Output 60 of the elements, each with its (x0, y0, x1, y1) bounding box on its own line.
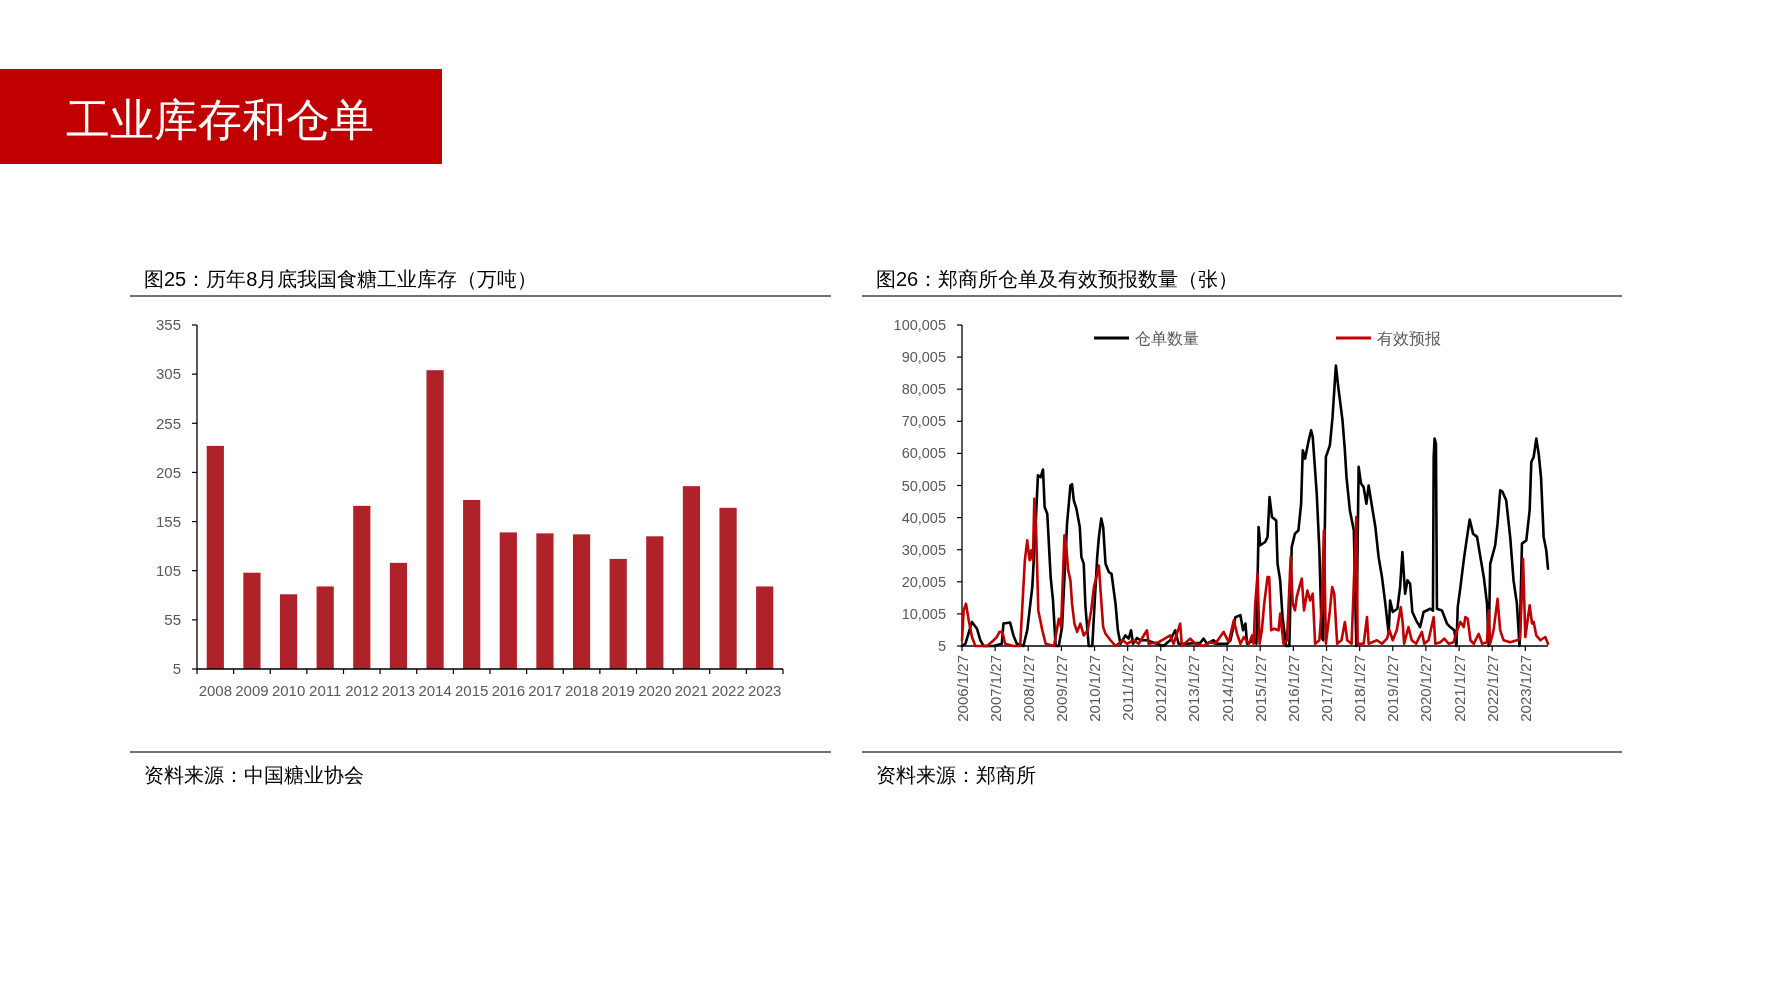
x-tick-label: 2008/1/27 (1019, 655, 1037, 722)
y-tick-label: 40,005 (901, 509, 946, 526)
x-tick-label: 2008 (198, 682, 232, 699)
x-tick-label: 2015/1/27 (1251, 655, 1269, 722)
y-tick-label: 305 (155, 365, 181, 383)
x-tick-label: 2009/1/27 (1052, 655, 1070, 722)
x-tick-label: 2011 (309, 682, 342, 699)
x-tick-label: 2014/1/27 (1218, 655, 1236, 722)
x-tick-label: 2021 (674, 682, 709, 699)
y-tick-label: 30,005 (901, 541, 946, 558)
legend-label: 仓单数量 (1135, 329, 1199, 347)
y-tick-label: 105 (155, 561, 181, 579)
y-tick-label: 355 (155, 316, 181, 334)
x-tick-label: 2022/1/27 (1483, 655, 1501, 722)
x-tick-label: 2012 (345, 682, 379, 699)
y-tick-label: 205 (155, 463, 181, 481)
x-tick-label: 2010/1/27 (1086, 655, 1104, 722)
legend-label: 有效预报 (1377, 329, 1441, 347)
x-tick-label: 2013 (381, 682, 416, 699)
x-tick-label: 2012/1/27 (1152, 655, 1170, 722)
x-tick-label: 2023 (748, 682, 782, 699)
x-tick-label: 2020 (638, 682, 672, 699)
y-tick-label: 5 (937, 638, 946, 655)
y-tick-label: 155 (155, 512, 181, 530)
x-tick-label: 2006/1/27 (953, 655, 971, 722)
x-tick-label: 2016/1/27 (1284, 655, 1302, 722)
x-tick-label: 2011/1/27 (1119, 655, 1137, 721)
annotation: 资料来源：中国糖业协会 (144, 764, 364, 786)
x-tick-label: 2022 (711, 682, 745, 699)
annotation: 资料来源：郑商所 (876, 764, 1036, 786)
y-tick-label: 10,005 (901, 605, 946, 622)
y-tick-label: 80,005 (901, 381, 946, 398)
x-tick-label: 2015 (455, 682, 489, 699)
x-tick-label: 2019/1/27 (1384, 655, 1402, 722)
y-tick-label: 255 (155, 414, 181, 432)
title: 图25：历年8月底我国食糖工业库存（万吨） (144, 268, 538, 290)
x-tick-label: 2023/1/27 (1516, 655, 1534, 722)
x-tick-label: 2007/1/27 (986, 655, 1004, 722)
y-tick-label: 5 (172, 660, 181, 678)
y-tick-label: 90,005 (901, 349, 946, 366)
x-tick-label: 2010 (271, 682, 306, 699)
x-tick-label: 2021/1/27 (1450, 655, 1468, 722)
x-tick-label: 2017/1/27 (1318, 655, 1336, 722)
x-tick-label: 2017 (528, 682, 562, 699)
title: 图26：郑商所仓单及有效预报数量（张） (876, 268, 1239, 290)
x-tick-label: 2013/1/27 (1185, 655, 1203, 722)
y-tick-label: 70,005 (901, 413, 946, 430)
y-tick-label: 50,005 (901, 477, 946, 494)
y-tick-label: 100,005 (893, 317, 946, 334)
y-tick-label: 20,005 (901, 573, 946, 590)
x-tick-label: 2019 (601, 682, 635, 699)
x-tick-label: 2018/1/27 (1351, 655, 1369, 722)
y-tick-label: 55 (164, 611, 181, 629)
x-tick-label: 2016 (491, 682, 525, 699)
x-tick-label: 2014 (418, 682, 452, 699)
x-tick-label: 2009 (235, 682, 269, 699)
x-tick-label: 2020/1/27 (1417, 655, 1435, 722)
x-tick-label: 2018 (564, 682, 599, 699)
page-title: 工业库存和仓单 (66, 95, 374, 144)
y-tick-label: 60,005 (901, 445, 946, 462)
